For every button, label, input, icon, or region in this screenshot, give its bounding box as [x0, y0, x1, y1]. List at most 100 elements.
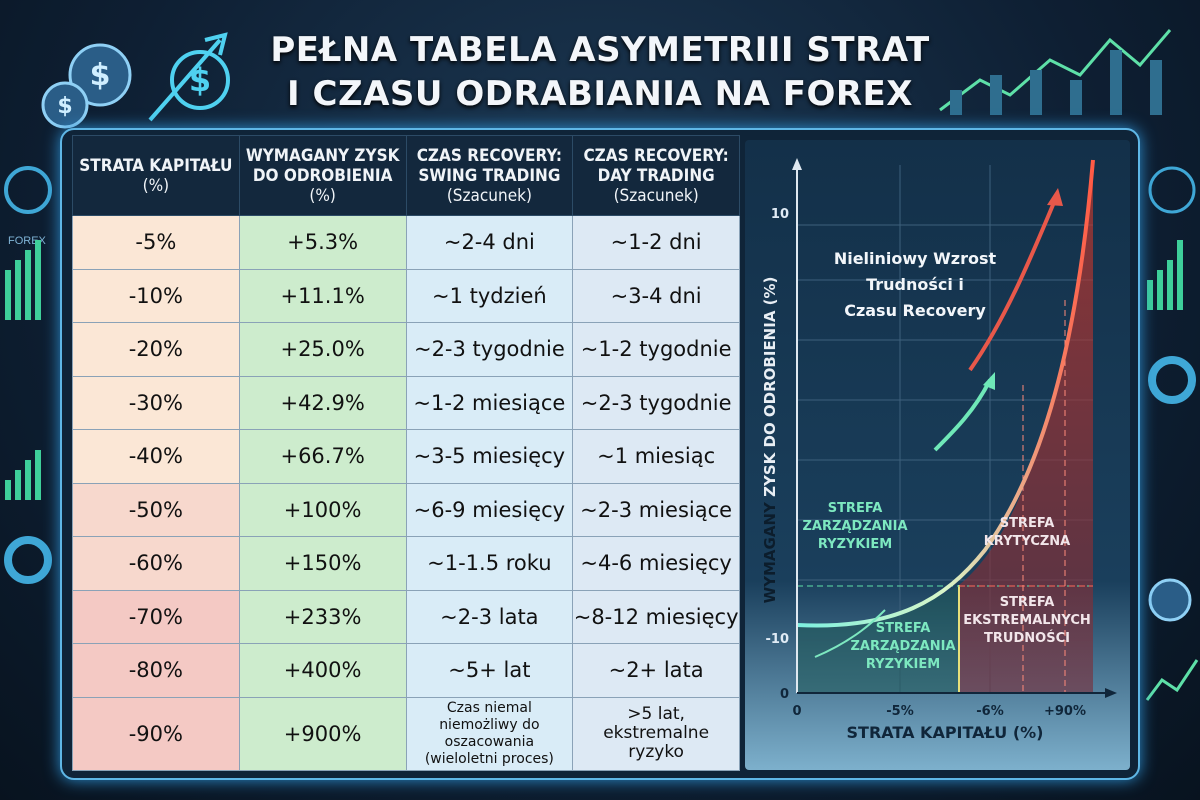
svg-text:Nieliniowy Wzrost: Nieliniowy Wzrost — [834, 249, 997, 268]
table-cell: +100% — [238, 482, 407, 537]
y-axis-label: WYMAGANY ZYSK DO ODROBIENIA (%) — [761, 277, 779, 604]
x-tick: -5% — [886, 704, 913, 719]
table-row: -80% +400% ~5+ lat ~2+ lata — [72, 643, 740, 698]
table-cell: ~1-2 dni — [572, 215, 740, 270]
y-tick: 10 — [771, 207, 789, 222]
side-charts-left — [4, 166, 52, 584]
table-cell: ~4-6 miesięcy — [572, 536, 740, 591]
chart-annotation: Nieliniowy Wzrost Trudności i Czasu Reco… — [834, 249, 997, 320]
table-cell: +66.7% — [238, 429, 407, 484]
column-header: STRATA KAPITAŁU (%) — [72, 135, 240, 216]
svg-text:Czasu Recovery: Czasu Recovery — [844, 301, 986, 320]
table-cell: ~2+ lata — [572, 643, 740, 698]
column-header: CZAS RECOVERY: DAY TRADING (Szacunek) — [572, 135, 740, 216]
table-cell: +11.1% — [238, 268, 407, 323]
table-cell: -30% — [72, 375, 240, 430]
table-cell: -60% — [72, 536, 240, 591]
x-axis-label: STRATA KAPITAŁU (%) — [847, 723, 1044, 742]
table-row: -50% +100% ~6-9 miesięcy ~2-3 miesiące — [72, 482, 740, 537]
side-charts-right — [1145, 166, 1199, 701]
table-row: -20% +25.0% ~2-3 tygodnie ~1-2 tygodnie — [72, 322, 740, 377]
table-cell: -80% — [72, 643, 240, 698]
table-row: -10% +11.1% ~1 tydzień ~3-4 dni — [72, 268, 740, 323]
title-line-2: I CZASU ODRABIANIA NA FOREX — [287, 74, 913, 114]
table-cell: -5% — [72, 215, 240, 270]
header-sub: (%) — [309, 185, 336, 206]
svg-text:ZARZĄDZANIA: ZARZĄDZANIA — [850, 639, 955, 654]
table-cell: Czas niemal niemożliwy do oszacowania (w… — [405, 696, 574, 771]
x-tick: -6% — [976, 704, 1003, 719]
recovery-curve — [796, 159, 1095, 628]
svg-text:STREFA: STREFA — [876, 621, 931, 636]
table-cell: -40% — [72, 429, 240, 484]
table-cell: +150% — [238, 536, 407, 591]
green-zone-area — [797, 585, 959, 693]
table-cell: ~2-3 tygodnie — [572, 375, 740, 430]
red-arrow-icon — [968, 199, 1057, 372]
svg-text:RYZYKIEM: RYZYKIEM — [818, 537, 892, 552]
table-cell: ~3-4 dni — [572, 268, 740, 323]
svg-text:STREFA: STREFA — [1000, 516, 1055, 531]
table-cell: ~2-3 lata — [405, 589, 574, 644]
table-cell: ~1 tydzień — [405, 268, 574, 323]
table-cell: +42.9% — [238, 375, 407, 430]
header-main: STRATA KAPITAŁU — [79, 155, 233, 176]
header-main: CZAS RECOVERY: DAY TRADING — [583, 145, 729, 186]
table-cell: ~1 miesiąc — [572, 429, 740, 484]
dollar-sign: $ — [90, 58, 111, 93]
table-cell: ~6-9 miesięcy — [405, 482, 574, 537]
table-cell: ~1-2 miesiące — [405, 375, 574, 430]
mini-bar-chart-icon — [939, 29, 1172, 115]
svg-text:TRUDNOŚCI: TRUDNOŚCI — [984, 630, 1070, 646]
table-cell: -20% — [72, 322, 240, 377]
table-cell: +5.3% — [238, 215, 407, 270]
x-tick: 0 — [792, 704, 801, 719]
zone-label-extreme: STREFA EKSTREMALNYCH TRUDNOŚCI — [963, 595, 1091, 646]
table-cell: ~1-2 tygodnie — [572, 322, 740, 377]
table-cell: ~3-5 miesięcy — [405, 429, 574, 484]
header-main: CZAS RECOVERY: SWING TRADING — [416, 145, 563, 186]
header-main: WYMAGANY ZYSK DO ODROBIENIA — [245, 145, 400, 186]
svg-text:KRYTYCZNA: KRYTYCZNA — [984, 534, 1071, 549]
x-tick: +90% — [1044, 704, 1086, 719]
table-row: -40% +66.7% ~3-5 miesięcy ~1 miesiąc — [72, 429, 740, 484]
green-arrow-icon — [814, 609, 886, 658]
table-cell: ~1-1.5 roku — [405, 536, 574, 591]
svg-text:EKSTREMALNYCH: EKSTREMALNYCH — [963, 613, 1091, 628]
header-sub: (Szacunek) — [613, 185, 699, 206]
table-cell: ~2-3 tygodnie — [405, 322, 574, 377]
table-cell: +400% — [238, 643, 407, 698]
zone-label-green-upper: STREFA ZARZĄDZANIA RYZYKIEM — [802, 501, 907, 552]
chart-svg: 10 -10 0 0 -5% -6% +90% STRATA KAPITAŁU … — [761, 158, 1117, 742]
table-cell: -50% — [72, 482, 240, 537]
table-row: -30% +42.9% ~1-2 miesiące ~2-3 tygodnie — [72, 375, 740, 430]
dollar-sign: $ — [57, 94, 72, 119]
table-row: -90% +900% Czas niemal niemożliwy do oszac… — [72, 696, 740, 771]
table-row: -5% +5.3% ~2-4 dni ~1-2 dni — [72, 215, 740, 270]
table-row: -60% +150% ~1-1.5 roku ~4-6 miesięcy — [72, 536, 740, 591]
svg-text:Trudności i: Trudności i — [866, 275, 964, 294]
dollar-sign: $ — [189, 61, 211, 99]
red-zone-area — [959, 160, 1093, 693]
title-line-1: PEŁNA TABELA ASYMETRIII STRAT — [270, 30, 930, 70]
page-title: PEŁNA TABELA ASYMETRIII STRAT I CZASU OD… — [230, 28, 970, 116]
table-cell: ~2-3 miesiące — [572, 482, 740, 537]
y-tick: -10 — [766, 632, 790, 647]
green-arrow-icon — [933, 379, 992, 452]
table-cell: -90% — [72, 696, 240, 771]
header-sub: (%) — [142, 175, 170, 196]
loss-recovery-table: STRATA KAPITAŁU (%) WYMAGANY ZYSK DO ODRO… — [72, 135, 740, 771]
table-cell: ~8-12 miesięcy — [572, 589, 740, 644]
zone-label-green-lower: STREFA ZARZĄDZANIA RYZYKIEM — [850, 621, 955, 672]
table-cell: ~2-4 dni — [405, 215, 574, 270]
svg-text:STREFA: STREFA — [1000, 595, 1055, 610]
recovery-curve-chart: 10 -10 0 0 -5% -6% +90% STRATA KAPITAŁU … — [745, 140, 1130, 770]
table-cell: +233% — [238, 589, 407, 644]
table-cell: -70% — [72, 589, 240, 644]
column-header: CZAS RECOVERY: SWING TRADING (Szacunek) — [405, 135, 574, 216]
table-cell: -10% — [72, 268, 240, 323]
dollar-coins-icon: $ $ $ — [41, 32, 230, 129]
zone-label-critical: STREFA KRYTYCZNA — [984, 516, 1071, 549]
table-cell: >5 lat, ekstremalne ryzyko — [572, 696, 740, 771]
header-sub: (Szacunek) — [446, 185, 532, 206]
